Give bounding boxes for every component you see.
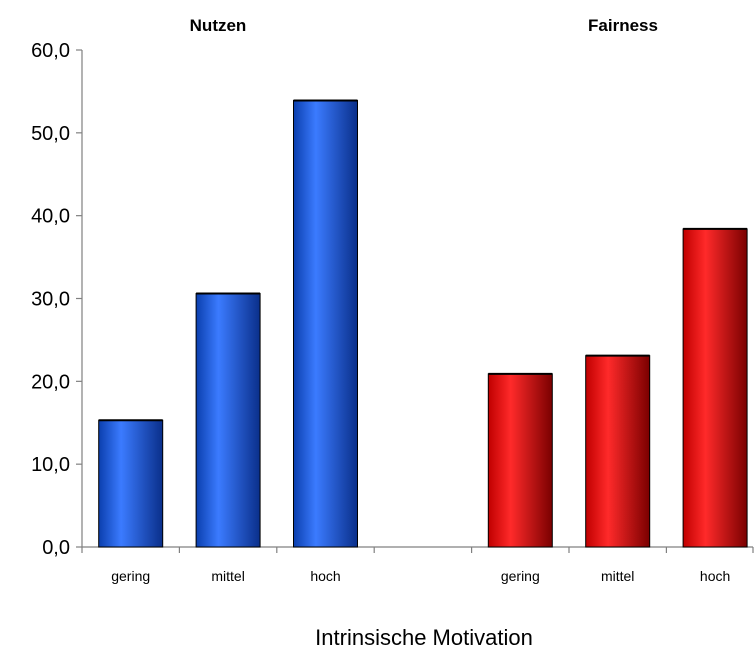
group-title-fairness: Fairness — [588, 16, 658, 35]
x-category-label: mittel — [211, 568, 244, 584]
y-tick-label: 50,0 — [31, 123, 70, 145]
x-category-label: gering — [111, 568, 150, 584]
x-category-label: hoch — [310, 568, 340, 584]
x-category-label: hoch — [700, 568, 730, 584]
bar-fairness-hoch — [682, 228, 748, 548]
y-tick-label: 40,0 — [31, 206, 70, 228]
bar-nutzen-mittel — [195, 293, 261, 548]
group-title-nutzen: Nutzen — [190, 16, 247, 35]
y-tick-label: 30,0 — [31, 289, 70, 311]
bar-fairness-gering — [487, 373, 553, 548]
y-tick-label: 0,0 — [42, 537, 70, 559]
bar-fairness-mittel — [585, 355, 651, 548]
bar-nutzen-hoch — [293, 100, 358, 548]
y-tick-label: 20,0 — [31, 371, 70, 393]
x-category-label: gering — [501, 568, 540, 584]
x-axis — [81, 546, 754, 553]
bars — [98, 99, 748, 548]
y-tick-label: 60,0 — [31, 40, 70, 62]
y-axis: 0,0 10,0 20,0 30,0 40,0 50,0 60,0 — [31, 40, 83, 559]
x-category-label: mittel — [601, 568, 634, 584]
x-axis-title: Intrinsische Motivation — [315, 625, 533, 650]
y-tick-label: 10,0 — [31, 454, 70, 476]
category-labels: gering mittel hoch gering mittel hoch — [111, 568, 730, 584]
bar-nutzen-gering — [98, 419, 164, 548]
